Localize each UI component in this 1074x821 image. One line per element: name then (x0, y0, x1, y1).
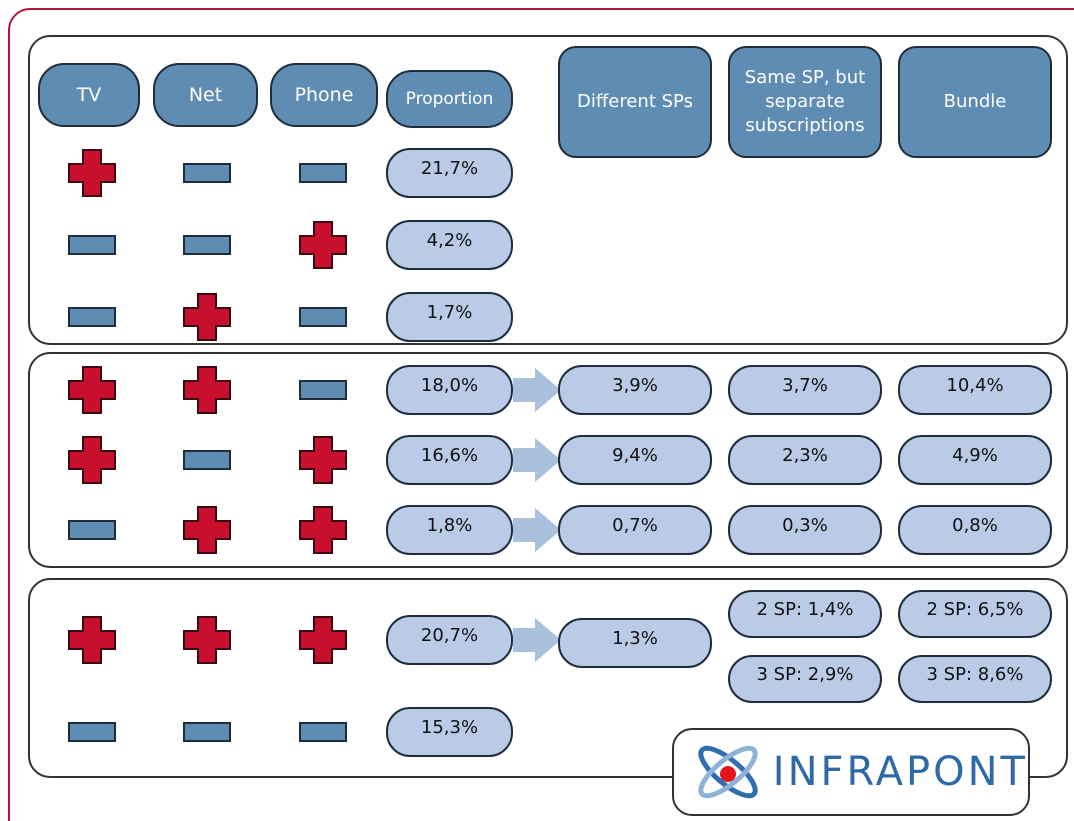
plus-icon (67, 435, 117, 485)
split-value: 0,8% (898, 505, 1052, 555)
proportion-value: 16,6% (386, 435, 513, 485)
minus-icon (68, 520, 116, 540)
minus-icon (183, 163, 231, 183)
provider-header: Same SP, but separate subscriptions (728, 46, 882, 158)
logo: INFRAPONT (672, 728, 1030, 816)
plus-icon (182, 615, 232, 665)
plus-icon (182, 505, 232, 555)
proportion-value: 15,3% (386, 707, 513, 757)
proportion-header: Proportion (386, 70, 513, 128)
minus-icon (183, 450, 231, 470)
split-value: 10,4% (898, 365, 1052, 415)
outer-frame (8, 8, 1074, 821)
proportion-value: 1,8% (386, 505, 513, 555)
split-value: 3,9% (558, 365, 712, 415)
provider-header: Bundle (898, 46, 1052, 158)
split-value: 2 SP: 1,4% (728, 590, 882, 638)
plus-icon (182, 365, 232, 415)
arrow (513, 438, 563, 482)
split-value: 2 SP: 6,5% (898, 590, 1052, 638)
minus-icon (68, 722, 116, 742)
proportion-value: 20,7% (386, 615, 513, 665)
plus-icon (298, 220, 348, 270)
split-value: 1,3% (558, 618, 712, 668)
split-value: 3 SP: 2,9% (728, 655, 882, 703)
minus-icon (299, 722, 347, 742)
service-header: Phone (270, 63, 378, 127)
minus-icon (299, 380, 347, 400)
arrow (513, 508, 563, 552)
split-value: 0,7% (558, 505, 712, 555)
arrow (513, 618, 563, 662)
plus-icon (298, 505, 348, 555)
minus-icon (68, 235, 116, 255)
minus-icon (299, 163, 347, 183)
split-value: 9,4% (558, 435, 712, 485)
logo-icon (698, 745, 758, 799)
minus-icon (183, 235, 231, 255)
plus-icon (67, 148, 117, 198)
plus-icon (67, 615, 117, 665)
split-value: 3,7% (728, 365, 882, 415)
proportion-value: 1,7% (386, 292, 513, 342)
split-value: 2,3% (728, 435, 882, 485)
plus-icon (67, 365, 117, 415)
arrow (513, 368, 563, 412)
minus-icon (68, 307, 116, 327)
proportion-value: 18,0% (386, 365, 513, 415)
split-value: 0,3% (728, 505, 882, 555)
service-header: Net (153, 63, 258, 127)
minus-icon (183, 722, 231, 742)
logo-text: INFRAPONT (772, 749, 1028, 795)
proportion-value: 21,7% (386, 148, 513, 198)
minus-icon (299, 307, 347, 327)
proportion-value: 4,2% (386, 220, 513, 270)
plus-icon (182, 292, 232, 342)
plus-icon (298, 615, 348, 665)
split-value: 3 SP: 8,6% (898, 655, 1052, 703)
provider-header: Different SPs (558, 46, 712, 158)
plus-icon (298, 435, 348, 485)
split-value: 4,9% (898, 435, 1052, 485)
service-header: TV (38, 63, 140, 127)
